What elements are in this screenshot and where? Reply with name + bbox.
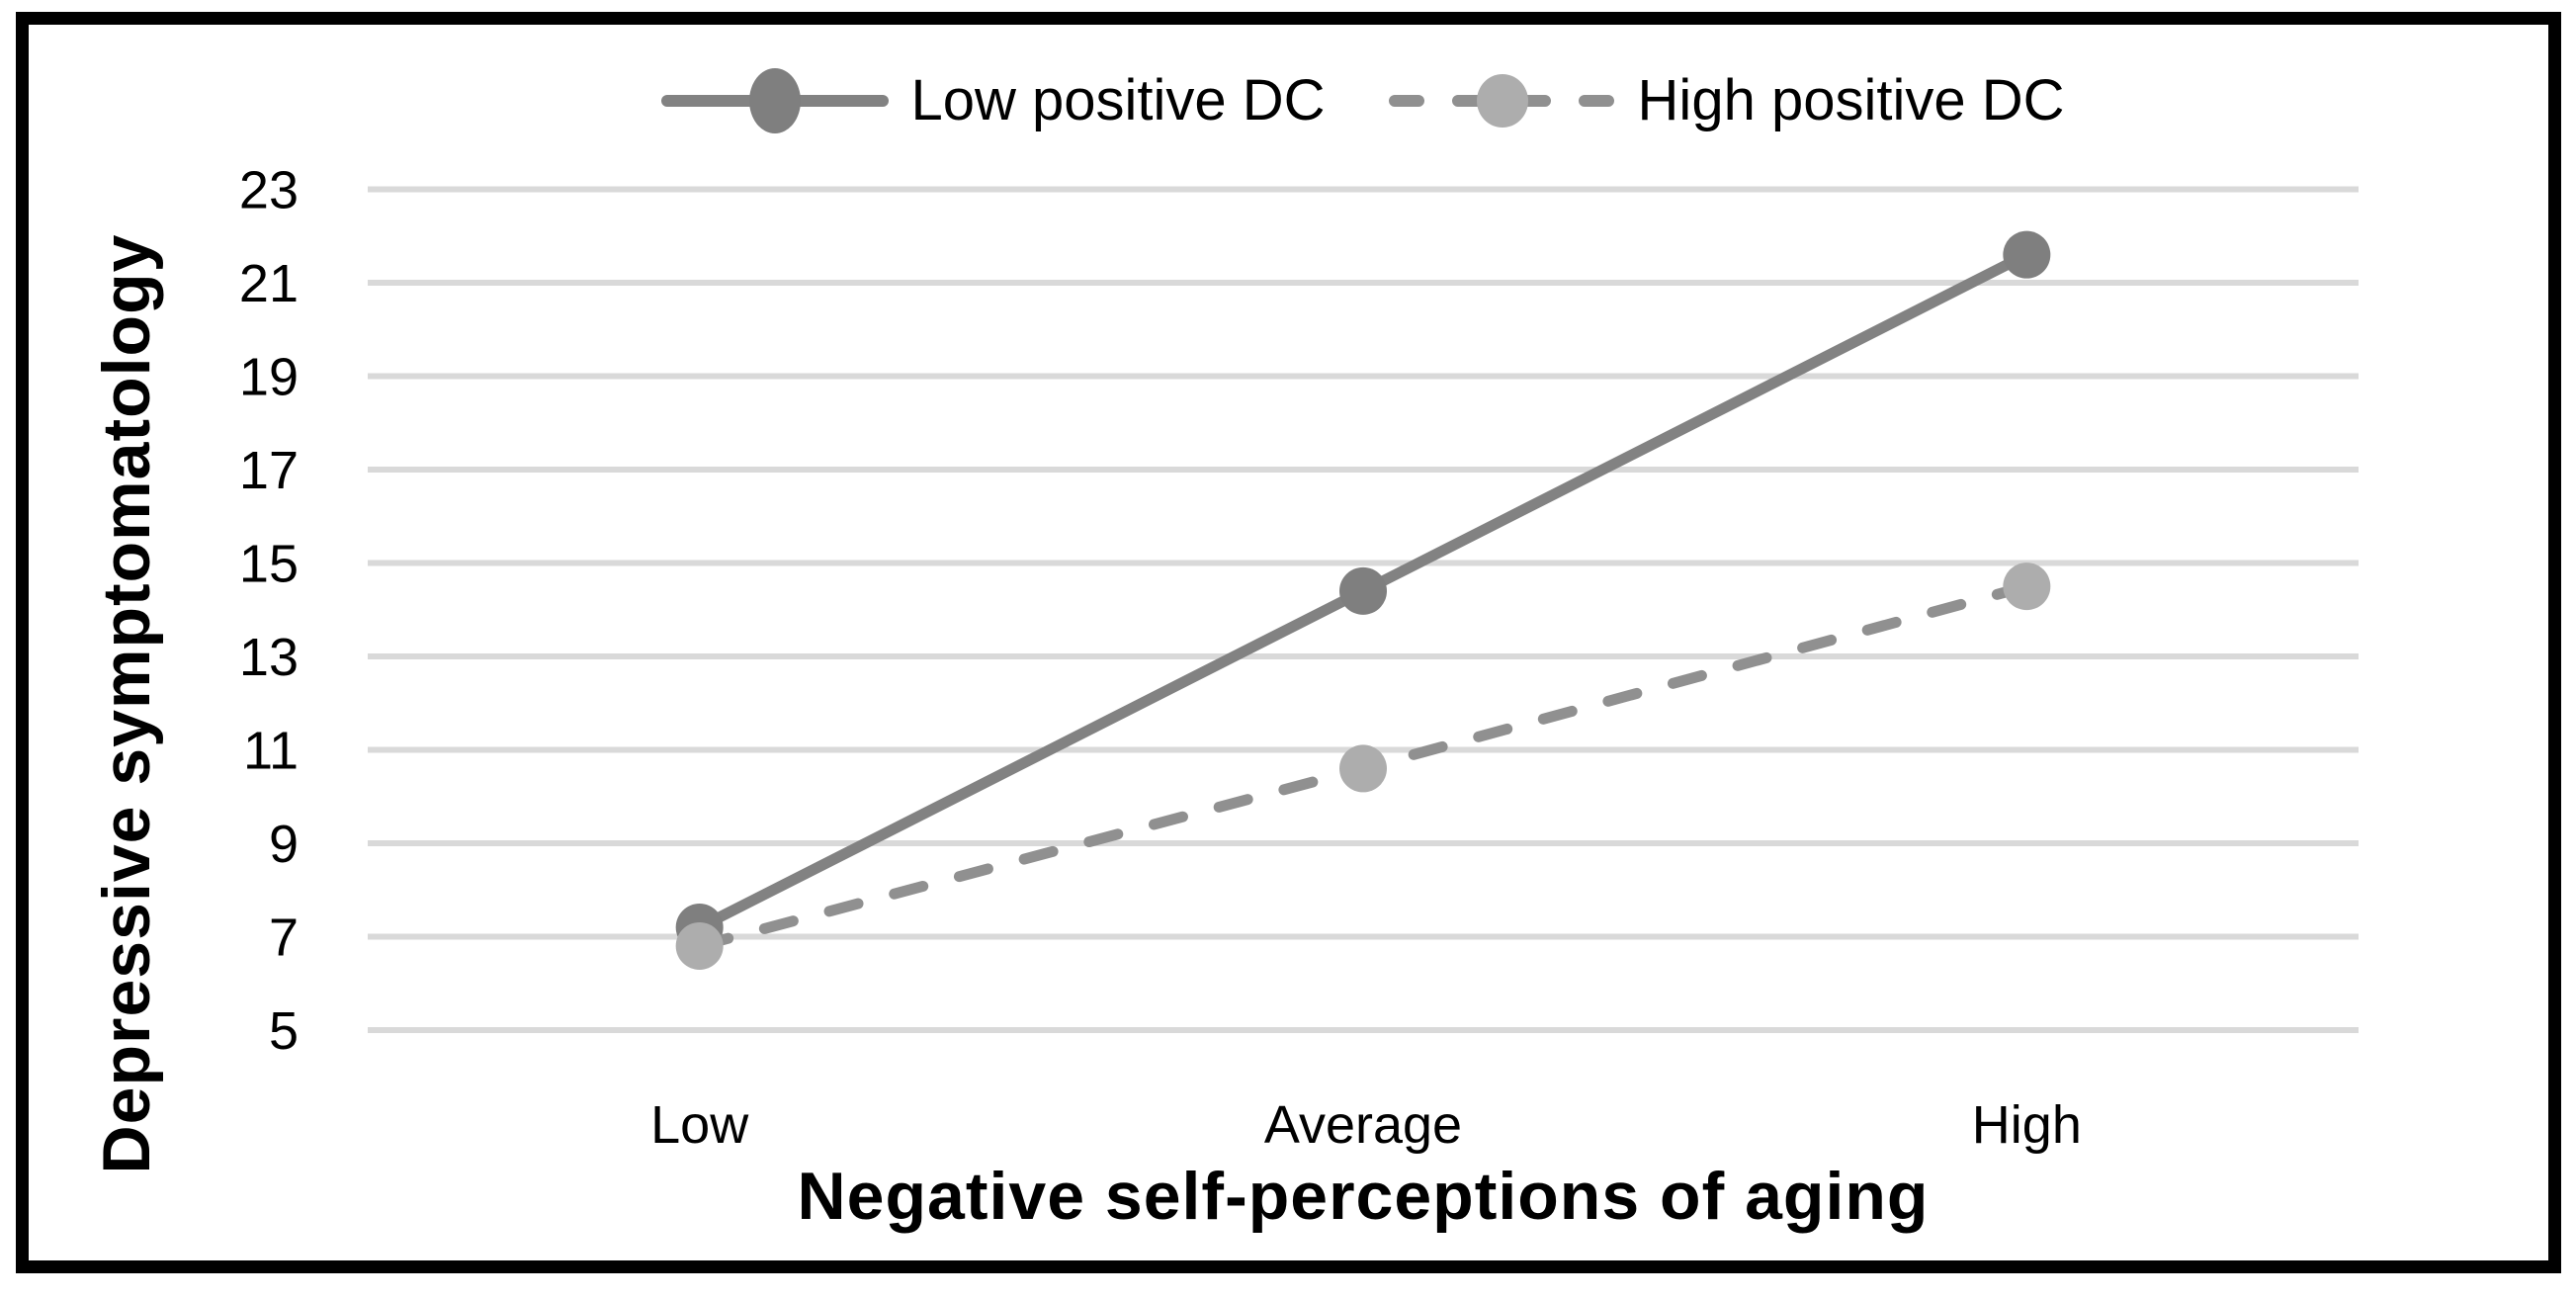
legend: Low positive DC High positive DC [368, 51, 2359, 150]
legend-label-low-positive-dc: Low positive DC [910, 68, 1326, 132]
data-point [1339, 744, 1387, 793]
y-axis-tick-label: 11 [243, 722, 299, 781]
x-axis-tick-label: Low [650, 1095, 749, 1155]
y-axis-tick-label: 19 [239, 348, 299, 407]
legend-sample-marker [1476, 74, 1528, 128]
data-point [1339, 566, 1387, 615]
legend-solid-line-marker-icon [661, 68, 890, 133]
legend-item-high-positive-dc: High positive DC [1388, 56, 2065, 145]
x-axis-tick-label: Average [1264, 1095, 1462, 1155]
y-axis-tick-label: 17 [239, 441, 299, 500]
x-axis-tick-label: High [1972, 1095, 2082, 1155]
data-point [2003, 230, 2051, 279]
legend-sample-marker [749, 68, 802, 133]
data-point [2003, 563, 2051, 611]
y-axis-tick-label: 23 [239, 161, 299, 220]
y-axis-tick-label: 15 [239, 535, 299, 594]
data-point [675, 921, 724, 970]
legend-label-high-positive-dc: High positive DC [1637, 68, 2065, 132]
y-axis-tick-label: 5 [269, 1001, 299, 1061]
y-axis-title: Depressive symptomatology [89, 233, 164, 1174]
legend-item-low-positive-dc: Low positive DC [661, 56, 1326, 145]
y-axis-tick-label: 13 [239, 628, 299, 687]
figure-frame [16, 12, 2561, 1273]
legend-dashed-line-marker-icon [1388, 74, 1616, 128]
x-axis-title: Negative self-perceptions of aging [797, 1159, 1930, 1234]
y-axis-tick-label: 21 [239, 254, 299, 313]
y-axis-tick-label: 9 [269, 815, 299, 874]
y-axis-tick-label: 7 [269, 909, 299, 968]
